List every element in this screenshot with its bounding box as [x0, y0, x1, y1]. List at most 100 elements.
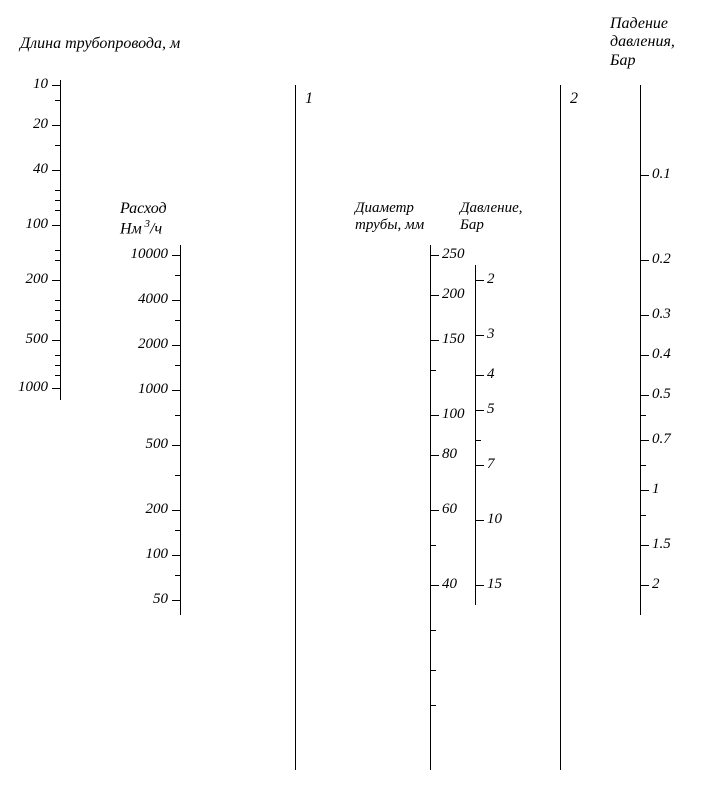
flow-tick [172, 255, 180, 256]
length-tick [52, 125, 60, 126]
length-tick [52, 340, 60, 341]
diameter-minor-tick [431, 630, 436, 631]
drop-tick-label: 0.7 [652, 431, 671, 448]
drop-minor-tick [641, 415, 646, 416]
diameter-tick-label: 100 [442, 406, 465, 423]
diameter-tick-label: 250 [442, 246, 465, 263]
diameter-tick [431, 340, 439, 341]
flow-minor-tick [175, 415, 180, 416]
length-tick [52, 388, 60, 389]
length-minor-tick [55, 355, 60, 356]
pressure-tick-label: 4 [487, 366, 495, 383]
flow-tick [172, 555, 180, 556]
length-tick [52, 225, 60, 226]
flow-tick [172, 600, 180, 601]
drop-tick [641, 545, 649, 546]
pressure-axis [475, 265, 476, 605]
flow-tick [172, 345, 180, 346]
diameter-tick [431, 255, 439, 256]
flow-minor-tick [175, 475, 180, 476]
drop-tick-label: 1 [652, 481, 660, 498]
drop-tick [641, 490, 649, 491]
pressure-tick [476, 465, 484, 466]
diameter-tick [431, 415, 439, 416]
drop-axis [640, 85, 641, 615]
length-tick-label: 1000 [18, 379, 48, 396]
drop-tick [641, 440, 649, 441]
flow-tick [172, 300, 180, 301]
drop-tick [641, 175, 649, 176]
length-tick-label: 20 [33, 116, 48, 133]
pressure-tick-label: 3 [487, 326, 495, 343]
pressure-tick-label: 15 [487, 576, 502, 593]
flow-tick-label: 10000 [131, 246, 169, 263]
diameter-minor-tick [431, 670, 436, 671]
drop-tick-label: 0.5 [652, 386, 671, 403]
drop-tick [641, 260, 649, 261]
drop-minor-tick [641, 465, 646, 466]
length-minor-tick [55, 190, 60, 191]
flow-title: РасходНм 3/ч [120, 200, 167, 239]
length-axis [60, 80, 61, 400]
flow-tick-label: 1000 [138, 381, 168, 398]
pressure-tick-label: 2 [487, 271, 495, 288]
pressure-tick [476, 335, 484, 336]
length-minor-tick [55, 210, 60, 211]
pressure-tick-label: 10 [487, 511, 502, 528]
drop-tick [641, 585, 649, 586]
flow-tick-label: 100 [146, 546, 169, 563]
flow-tick-label: 200 [146, 501, 169, 518]
pressure-tick [476, 375, 484, 376]
drop-tick-label: 0.3 [652, 306, 671, 323]
length-title: Длина трубопровода, м [20, 35, 180, 53]
pressure-tick-label: 5 [487, 401, 495, 418]
diameter-minor-tick [431, 705, 436, 706]
length-tick-label: 40 [33, 161, 48, 178]
length-minor-tick [55, 365, 60, 366]
flow-minor-tick [175, 320, 180, 321]
pressure-tick-label: 7 [487, 456, 495, 473]
flow-tick-label: 4000 [138, 291, 168, 308]
flow-axis [180, 245, 181, 615]
drop-tick-label: 1.5 [652, 536, 671, 553]
drop-tick-label: 0.2 [652, 251, 671, 268]
drop-tick [641, 395, 649, 396]
flow-minor-tick [175, 275, 180, 276]
flow-minor-tick [175, 530, 180, 531]
flow-tick-label: 50 [153, 591, 168, 608]
flow-tick-label: 2000 [138, 336, 168, 353]
diameter-tick [431, 585, 439, 586]
diameter-tick [431, 295, 439, 296]
flow-tick-label: 500 [146, 436, 169, 453]
diameter-tick-label: 80 [442, 446, 457, 463]
length-tick [52, 170, 60, 171]
length-tick-label: 100 [26, 216, 49, 233]
drop-tick-label: 2 [652, 576, 660, 593]
drop-tick [641, 315, 649, 316]
length-minor-tick [55, 260, 60, 261]
flow-minor-tick [175, 365, 180, 366]
pressure-tick [476, 520, 484, 521]
length-tick-label: 500 [26, 331, 49, 348]
pressure-minor-tick [476, 440, 481, 441]
length-minor-tick [55, 320, 60, 321]
drop-title: Падениедавления,Бар [610, 15, 675, 70]
drop-minor-tick [641, 515, 646, 516]
diameter-minor-tick [431, 545, 436, 546]
flow-tick [172, 390, 180, 391]
length-minor-tick [55, 100, 60, 101]
diameter-minor-tick [431, 370, 436, 371]
diameter-title: Диаметртрубы, мм [355, 200, 424, 235]
flow-tick [172, 445, 180, 446]
nomogram: Длина трубопровода, м1020401002005001000… [0, 0, 720, 805]
drop-tick-label: 0.4 [652, 346, 671, 363]
diameter-axis [430, 245, 431, 770]
pressure-tick [476, 410, 484, 411]
length-tick-label: 200 [26, 271, 49, 288]
diameter-tick [431, 510, 439, 511]
diameter-tick-label: 60 [442, 501, 457, 518]
length-tick [52, 280, 60, 281]
index1-axis [295, 85, 296, 770]
index1-title: 1 [305, 90, 313, 108]
pressure-title: Давление,Бар [460, 200, 522, 235]
